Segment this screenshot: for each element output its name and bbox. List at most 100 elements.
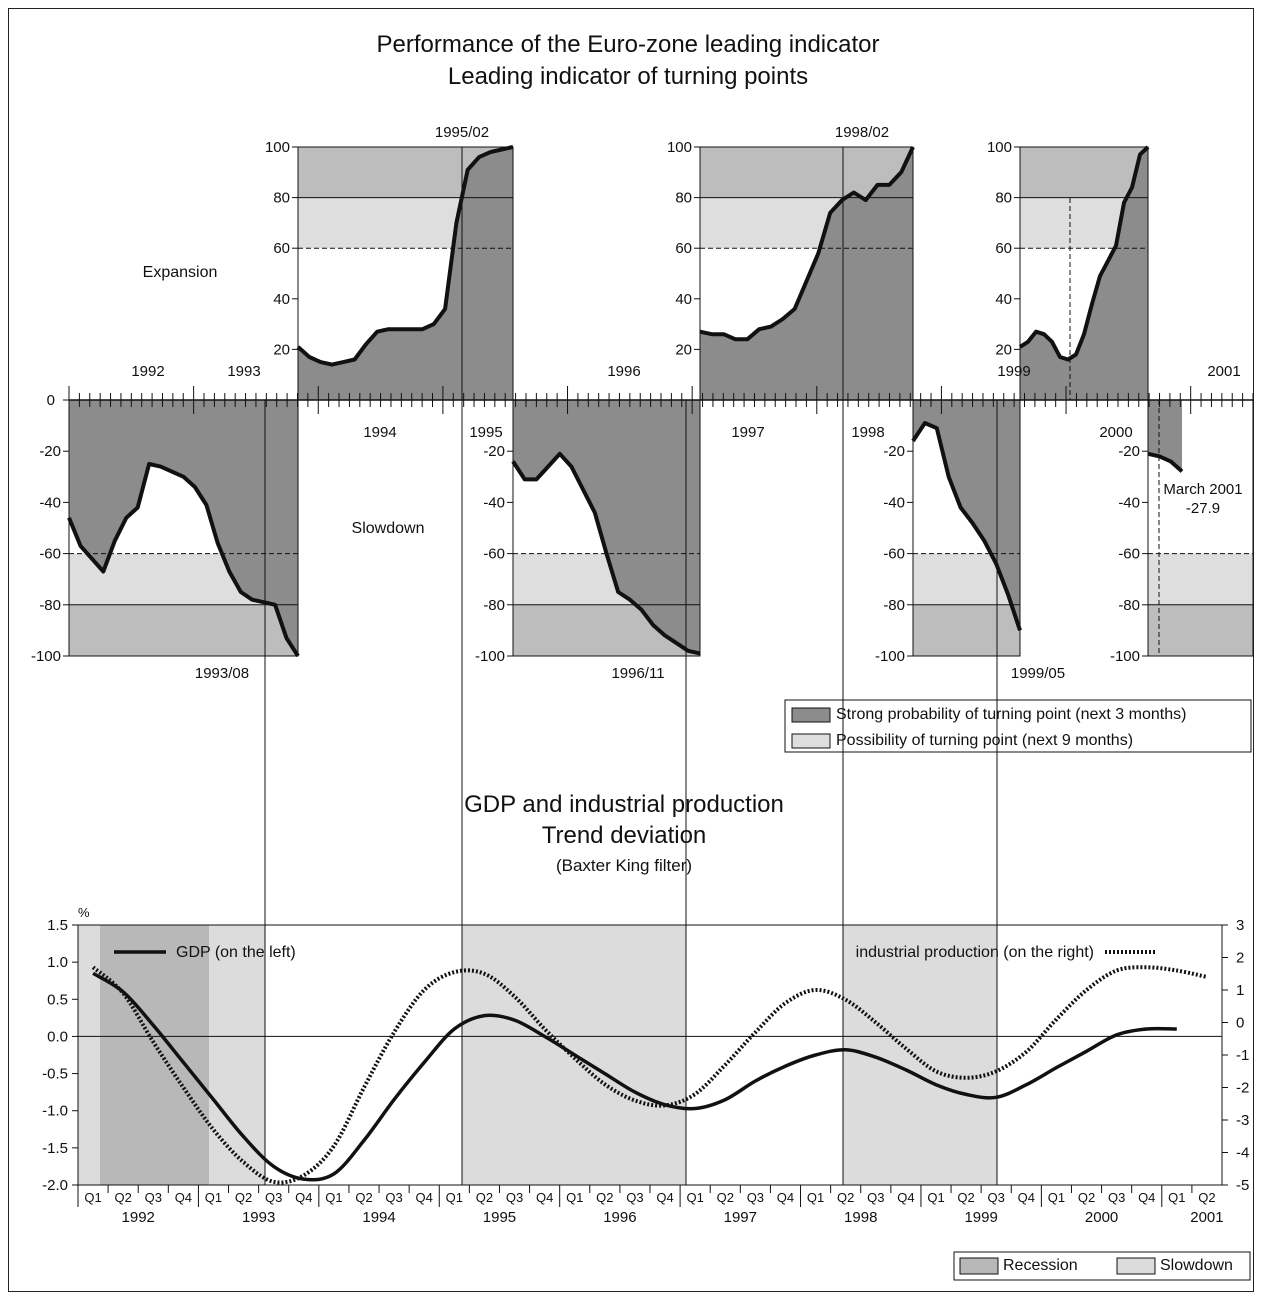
bottom-title-3: (Baxter King filter) bbox=[556, 856, 692, 875]
bottom-title-1: GDP and industrial production bbox=[464, 791, 784, 818]
year-label-bottom: 1993 bbox=[242, 1209, 275, 1226]
turning-point-label: 1999/05 bbox=[1011, 665, 1065, 682]
right-axis-label: 0 bbox=[1236, 1015, 1244, 1032]
quarter-label: Q1 bbox=[566, 1190, 583, 1205]
phase-shade bbox=[78, 925, 100, 1185]
y-tick-label-panel-0: -40 bbox=[39, 494, 61, 511]
indicator-area-panel-0 bbox=[69, 400, 298, 656]
legend-swatch-recession bbox=[959, 1257, 999, 1275]
ip-legend-label: industrial production (on the right) bbox=[856, 944, 1094, 961]
expansion-label: Expansion bbox=[143, 264, 218, 281]
y-tick-label-panel-2: -100 bbox=[475, 648, 505, 665]
top-legend-box bbox=[784, 699, 1252, 753]
strong-band-panel-5 bbox=[1020, 147, 1148, 198]
quarter-label: Q2 bbox=[355, 1190, 372, 1205]
y-tick-label-panel-2: -40 bbox=[483, 494, 505, 511]
y-tick-label-panel-5: 60 bbox=[995, 240, 1012, 257]
year-label-bottom: 2000 bbox=[1085, 1209, 1118, 1226]
quarter-label: Q4 bbox=[175, 1190, 192, 1205]
quarter-label: Q3 bbox=[1108, 1190, 1125, 1205]
y-tick-label-panel-3: 40 bbox=[675, 291, 692, 308]
year-label-above: 1993 bbox=[227, 363, 260, 380]
year-label-above: 1996 bbox=[607, 363, 640, 380]
right-axis-label: -3 bbox=[1236, 1112, 1249, 1129]
quarter-label: Q4 bbox=[656, 1190, 673, 1205]
right-axis-label: -4 bbox=[1236, 1145, 1249, 1162]
year-label-bottom: 1994 bbox=[362, 1209, 395, 1226]
march-2001-value: -27.9 bbox=[1186, 500, 1220, 517]
left-axis-label: 0.0 bbox=[47, 1028, 68, 1045]
y-tick-label-panel-6: -40 bbox=[1118, 494, 1140, 511]
y-tick-label-panel-6: -60 bbox=[1118, 546, 1140, 563]
turning-point-label: 1996/11 bbox=[611, 665, 664, 682]
quarter-label: Q4 bbox=[777, 1190, 794, 1205]
bottom-legend-box bbox=[953, 1251, 1251, 1281]
year-label-above: 1999 bbox=[997, 363, 1030, 380]
right-axis-label: -1 bbox=[1236, 1047, 1249, 1064]
y-tick-label-panel-2: -80 bbox=[483, 597, 505, 614]
legend-swatch-possible bbox=[791, 733, 831, 749]
quarter-label: Q1 bbox=[807, 1190, 824, 1205]
indicator-line-panel-0 bbox=[67, 462, 300, 658]
quarter-label: Q3 bbox=[145, 1190, 162, 1205]
strong-band-panel-6 bbox=[1148, 604, 1253, 656]
legend-possible-label: Possibility of turning point (next 9 mon… bbox=[836, 732, 1133, 749]
indicator-line-panel-5 bbox=[1018, 145, 1150, 362]
ip-series-line bbox=[91, 965, 1208, 1185]
year-label-above: 2001 bbox=[1207, 363, 1240, 380]
year-label-below: 1995 bbox=[469, 424, 502, 441]
y-tick-label-panel-3: 100 bbox=[667, 139, 692, 156]
quarter-label: Q4 bbox=[1138, 1190, 1155, 1205]
quarter-label: Q2 bbox=[717, 1190, 734, 1205]
phase-shade bbox=[100, 925, 209, 1185]
quarter-label: Q3 bbox=[265, 1190, 282, 1205]
turning-point-label: 1993/08 bbox=[195, 665, 249, 682]
left-axis-label: -2.0 bbox=[42, 1177, 68, 1194]
indicator-area-panel-6 bbox=[1148, 400, 1182, 472]
quarter-label: Q2 bbox=[957, 1190, 974, 1205]
y-tick-label-panel-0: -80 bbox=[39, 597, 61, 614]
y-tick-label-panel-1: 20 bbox=[273, 341, 290, 358]
turning-point-label: 1998/02 bbox=[835, 124, 889, 141]
left-axis-label: -1.5 bbox=[42, 1140, 68, 1157]
quarter-label: Q2 bbox=[1078, 1190, 1095, 1205]
y-tick-label-panel-1: 100 bbox=[265, 139, 290, 156]
quarter-label: Q2 bbox=[1198, 1190, 1215, 1205]
legend-swatch-slowdown bbox=[1116, 1257, 1156, 1275]
indicator-area-panel-5 bbox=[1020, 147, 1148, 400]
year-label-bottom: 1995 bbox=[483, 1209, 516, 1226]
y-tick-label-panel-6: -20 bbox=[1118, 443, 1140, 460]
quarter-label: Q1 bbox=[1048, 1190, 1065, 1205]
y-tick-label-panel-1: 40 bbox=[273, 291, 290, 308]
gdp-series-line bbox=[92, 971, 1177, 1182]
year-label-below: 2000 bbox=[1099, 424, 1132, 441]
year-label-bottom: 1997 bbox=[724, 1209, 757, 1226]
right-axis-label: 3 bbox=[1236, 917, 1244, 934]
legend-strong-label: Strong probability of turning point (nex… bbox=[836, 706, 1186, 723]
right-axis-label: 2 bbox=[1236, 950, 1244, 967]
quarter-label: Q2 bbox=[476, 1190, 493, 1205]
y-tick-label-panel-4: -40 bbox=[883, 494, 905, 511]
indicator-line-panel-1 bbox=[296, 145, 514, 367]
y-tick-label-panel-0: -60 bbox=[39, 546, 61, 563]
y-tick-label-panel-4: -80 bbox=[883, 597, 905, 614]
quarter-label: Q1 bbox=[84, 1190, 101, 1205]
y-tick-label-panel-5: 40 bbox=[995, 291, 1012, 308]
year-label-bottom: 1999 bbox=[964, 1209, 997, 1226]
phase-shade bbox=[209, 925, 265, 1185]
y-tick-label-panel-0: -100 bbox=[31, 648, 61, 665]
year-label-bottom: 1998 bbox=[844, 1209, 877, 1226]
quarter-label: Q3 bbox=[747, 1190, 764, 1205]
quarter-label: Q4 bbox=[416, 1190, 433, 1205]
quarter-label: Q1 bbox=[446, 1190, 463, 1205]
left-axis-label: 1.0 bbox=[47, 954, 68, 971]
strong-band-panel-4 bbox=[913, 604, 1020, 656]
quarter-label: Q1 bbox=[686, 1190, 703, 1205]
indicator-line-panel-4 bbox=[911, 421, 1022, 632]
y-tick-label-panel-1: 80 bbox=[273, 190, 290, 207]
gdp-legend-label: GDP (on the left) bbox=[176, 944, 296, 961]
y-tick-label-panel-4: -60 bbox=[883, 546, 905, 563]
y-tick-label-panel-5: 20 bbox=[995, 341, 1012, 358]
possible-band-panel-6 bbox=[1148, 553, 1253, 605]
